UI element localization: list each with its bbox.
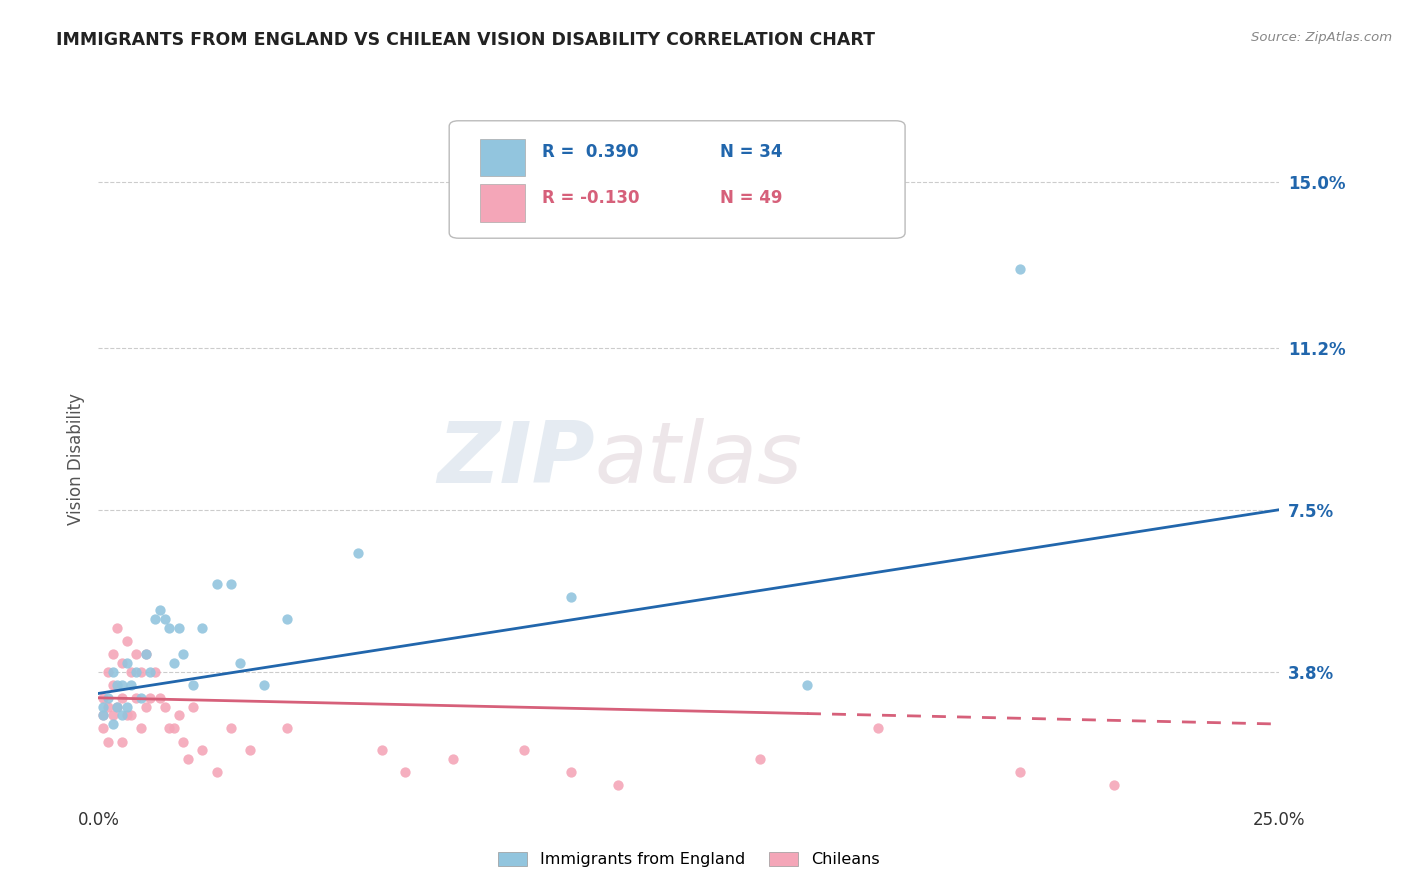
Point	[101, 708, 124, 723]
Point	[1008, 262, 1031, 277]
Point	[276, 722, 298, 736]
Point	[101, 717, 124, 731]
Point	[560, 765, 582, 780]
Point	[172, 647, 194, 661]
Point	[205, 577, 228, 591]
Point	[91, 708, 114, 723]
Point	[347, 546, 370, 560]
Point	[172, 734, 194, 748]
Point	[91, 708, 114, 723]
Point	[167, 621, 190, 635]
Point	[91, 699, 114, 714]
Point	[512, 743, 534, 757]
Point	[143, 665, 166, 679]
Point	[129, 665, 152, 679]
Point	[163, 722, 186, 736]
Text: ZIP: ZIP	[437, 417, 595, 501]
Point	[115, 708, 138, 723]
Text: R = -0.130: R = -0.130	[543, 188, 640, 207]
Point	[149, 603, 172, 617]
Point	[607, 778, 630, 792]
Text: N = 49: N = 49	[720, 188, 782, 207]
Point	[143, 612, 166, 626]
Text: N = 34: N = 34	[720, 143, 782, 161]
Point	[191, 743, 214, 757]
Text: atlas: atlas	[595, 417, 803, 501]
Point	[157, 621, 180, 635]
Point	[111, 708, 134, 723]
Point	[239, 743, 262, 757]
Point	[101, 678, 124, 692]
Point	[177, 752, 200, 766]
Point	[139, 690, 162, 705]
Point	[135, 647, 157, 661]
Point	[105, 699, 128, 714]
FancyBboxPatch shape	[449, 120, 905, 238]
Point	[149, 690, 172, 705]
Point	[91, 690, 114, 705]
Point	[115, 634, 138, 648]
Point	[121, 678, 143, 692]
Point	[135, 699, 157, 714]
Point	[129, 690, 152, 705]
Point	[101, 647, 124, 661]
FancyBboxPatch shape	[479, 138, 524, 177]
Point	[163, 656, 186, 670]
Point	[371, 743, 394, 757]
Text: R =  0.390: R = 0.390	[543, 143, 638, 161]
Point	[97, 665, 120, 679]
Text: Source: ZipAtlas.com: Source: ZipAtlas.com	[1251, 31, 1392, 45]
Point	[153, 699, 176, 714]
Point	[121, 665, 143, 679]
Point	[253, 678, 276, 692]
Point	[111, 690, 134, 705]
Point	[441, 752, 464, 766]
FancyBboxPatch shape	[479, 185, 524, 222]
Point	[125, 665, 148, 679]
Point	[97, 734, 120, 748]
Point	[1008, 765, 1031, 780]
Point	[97, 699, 120, 714]
Point	[105, 621, 128, 635]
Point	[139, 665, 162, 679]
Point	[866, 722, 889, 736]
Point	[97, 690, 120, 705]
Point	[157, 722, 180, 736]
Point	[181, 699, 204, 714]
Point	[276, 612, 298, 626]
Point	[219, 722, 242, 736]
Point	[111, 678, 134, 692]
Text: IMMIGRANTS FROM ENGLAND VS CHILEAN VISION DISABILITY CORRELATION CHART: IMMIGRANTS FROM ENGLAND VS CHILEAN VISIO…	[56, 31, 876, 49]
Point	[135, 647, 157, 661]
Point	[796, 678, 818, 692]
Point	[105, 699, 128, 714]
Point	[167, 708, 190, 723]
Point	[101, 665, 124, 679]
Point	[121, 708, 143, 723]
Point	[1102, 778, 1125, 792]
Point	[129, 722, 152, 736]
Point	[125, 647, 148, 661]
Legend: Immigrants from England, Chileans: Immigrants from England, Chileans	[492, 846, 886, 874]
Point	[105, 678, 128, 692]
Point	[115, 699, 138, 714]
Point	[394, 765, 416, 780]
Point	[229, 656, 252, 670]
Point	[125, 690, 148, 705]
Point	[219, 577, 242, 591]
Y-axis label: Vision Disability: Vision Disability	[66, 393, 84, 525]
Point	[748, 752, 770, 766]
Point	[191, 621, 214, 635]
Point	[560, 590, 582, 604]
Point	[111, 734, 134, 748]
Point	[111, 656, 134, 670]
Point	[91, 722, 114, 736]
Point	[205, 765, 228, 780]
Point	[115, 656, 138, 670]
Point	[181, 678, 204, 692]
Point	[153, 612, 176, 626]
